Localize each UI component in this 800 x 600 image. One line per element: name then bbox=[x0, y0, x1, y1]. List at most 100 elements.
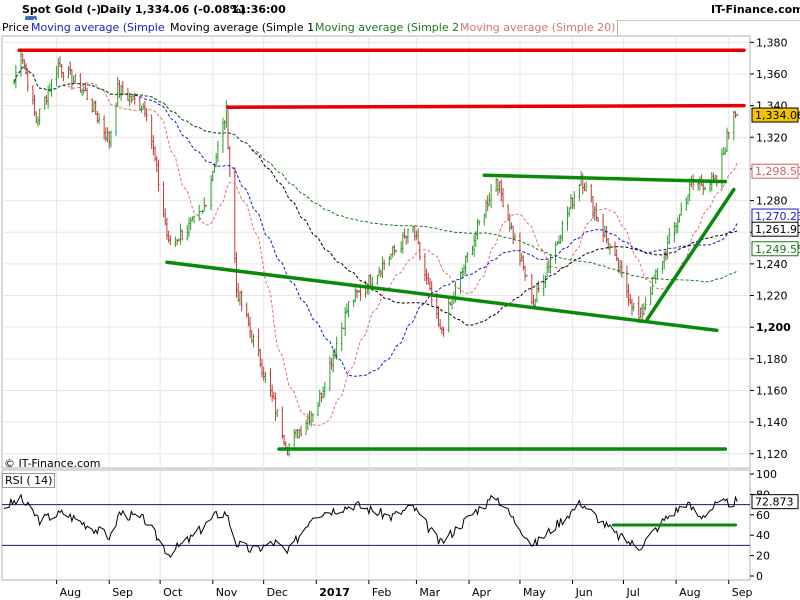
y-tick-label: 1,160 bbox=[756, 384, 788, 397]
candle bbox=[585, 181, 588, 192]
last-price-box: 1,334.06 bbox=[751, 107, 800, 123]
x-tick-label: Aug bbox=[60, 586, 81, 599]
y-tick-label: 1,180 bbox=[756, 353, 788, 366]
legend-ma200[interactable]: Moving average (Simple 200) bbox=[313, 20, 481, 35]
candle bbox=[264, 371, 267, 383]
candle bbox=[157, 159, 160, 192]
x-tick-label: Oct bbox=[163, 586, 183, 599]
candle bbox=[736, 113, 739, 117]
x-tick-label: Jun bbox=[575, 586, 593, 599]
svg-text:1,249.55: 1,249.55 bbox=[755, 243, 800, 256]
trendline-rising-support bbox=[645, 187, 736, 322]
candle bbox=[181, 229, 184, 241]
x-tick-label: Dec bbox=[267, 586, 288, 599]
candle bbox=[466, 252, 469, 263]
candle bbox=[98, 112, 101, 125]
candle bbox=[121, 81, 124, 96]
legend-ma20[interactable]: Moving average (Simple 20) bbox=[458, 20, 619, 35]
y-tick-label: 1,320 bbox=[756, 131, 788, 144]
x-tick-label: Mar bbox=[419, 586, 440, 599]
indicator-legend: Price Moving average (Simple 50) Moving … bbox=[0, 20, 800, 35]
legend-ma50[interactable]: Moving average (Simple 50) bbox=[29, 20, 190, 35]
chart-header: Spot Gold (-) Daily 1,334.06 (-0.08%) 11… bbox=[0, 0, 800, 28]
x-tick-label: Apr bbox=[472, 586, 492, 599]
x-tick-label: May bbox=[523, 586, 546, 599]
rsi-line bbox=[3, 493, 738, 559]
ma100-line bbox=[13, 66, 738, 326]
x-tick-label: Sep bbox=[112, 586, 133, 599]
candle bbox=[109, 130, 112, 148]
candle bbox=[228, 145, 231, 178]
y-tick-label: 1,240 bbox=[756, 258, 788, 271]
rsi-tick-label: 60 bbox=[756, 509, 770, 522]
ma20-line bbox=[13, 66, 738, 426]
candle bbox=[656, 268, 659, 279]
y-tick-label: 1,360 bbox=[756, 68, 788, 81]
svg-text:1,298.57: 1,298.57 bbox=[755, 165, 800, 178]
candle bbox=[347, 301, 350, 318]
x-tick-label: Aug bbox=[679, 586, 700, 599]
candle bbox=[145, 107, 148, 122]
candle bbox=[608, 242, 611, 255]
trendline-channel-bottom bbox=[165, 260, 719, 333]
candle bbox=[86, 87, 89, 101]
rsi-tick-label: 100 bbox=[756, 468, 777, 481]
legend-price[interactable]: Price bbox=[0, 20, 32, 35]
y-tick-label: 1,220 bbox=[756, 290, 788, 303]
candle bbox=[193, 215, 196, 224]
ma100-value-box: 1,261.91 bbox=[751, 221, 800, 237]
x-tick-label: Nov bbox=[216, 586, 238, 599]
candle bbox=[478, 220, 481, 226]
candle bbox=[703, 186, 706, 191]
candle bbox=[632, 302, 635, 312]
candle bbox=[74, 73, 77, 83]
watermark: © IT-Finance.com bbox=[4, 457, 101, 470]
candle bbox=[169, 235, 172, 245]
instrument-name: Spot Gold (-) bbox=[22, 3, 102, 16]
candle bbox=[727, 131, 730, 140]
y-tick-label: 1,140 bbox=[756, 416, 788, 429]
candle bbox=[383, 259, 386, 270]
candle bbox=[442, 326, 445, 337]
candle bbox=[418, 241, 421, 261]
brand-name: IT-Finance.com bbox=[711, 3, 800, 16]
candle bbox=[573, 191, 576, 210]
price-panel bbox=[1, 35, 751, 469]
y-tick-label: 1,120 bbox=[756, 448, 788, 461]
trendline-channel-top bbox=[482, 173, 728, 184]
quote-value: 1,334.06 (-0.08%) bbox=[135, 3, 246, 16]
candle bbox=[561, 220, 564, 242]
candle bbox=[300, 425, 303, 437]
rsi-tick-label: 40 bbox=[756, 529, 770, 542]
ma200-line bbox=[13, 66, 738, 283]
candle bbox=[513, 232, 516, 241]
candle bbox=[406, 228, 409, 244]
candle bbox=[62, 72, 65, 82]
x-tick-label: Feb bbox=[372, 586, 391, 599]
rsi-label: RSI ( 14) bbox=[2, 473, 56, 488]
ma50-value-box: 1,270.23 bbox=[751, 208, 800, 224]
candle bbox=[501, 187, 504, 208]
candle bbox=[490, 184, 493, 208]
candle bbox=[240, 290, 243, 312]
svg-text:72.873: 72.873 bbox=[755, 496, 794, 509]
rsi-value-box: 72.873 bbox=[751, 494, 799, 510]
x-tick-label: Jul bbox=[625, 586, 639, 599]
candle bbox=[395, 249, 398, 253]
candle bbox=[204, 204, 207, 208]
candle bbox=[668, 227, 671, 245]
rsi-tick-label: 20 bbox=[756, 550, 770, 563]
legend-ma100[interactable]: Moving average (Simple 100) bbox=[168, 20, 336, 35]
trendline-resistance bbox=[226, 103, 746, 109]
y-tick-label: 1,280 bbox=[756, 195, 788, 208]
rsi-tick-label: 0 bbox=[756, 570, 763, 583]
candle bbox=[26, 68, 29, 92]
candle bbox=[276, 409, 279, 418]
candle bbox=[133, 92, 136, 105]
candle bbox=[680, 202, 683, 217]
candle bbox=[525, 274, 528, 277]
candle bbox=[252, 333, 255, 348]
candle bbox=[216, 141, 219, 163]
x-tick-label: 2017 bbox=[319, 586, 350, 599]
